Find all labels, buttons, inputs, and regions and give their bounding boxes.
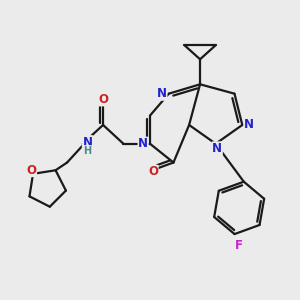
Text: F: F: [235, 239, 243, 252]
Text: N: N: [244, 118, 254, 131]
Text: N: N: [157, 87, 167, 100]
Text: N: N: [212, 142, 222, 155]
Text: H: H: [83, 146, 92, 156]
Text: O: O: [98, 93, 108, 106]
Text: O: O: [148, 165, 158, 178]
Text: N: N: [138, 137, 148, 150]
Text: O: O: [26, 164, 37, 177]
Text: N: N: [82, 136, 92, 149]
